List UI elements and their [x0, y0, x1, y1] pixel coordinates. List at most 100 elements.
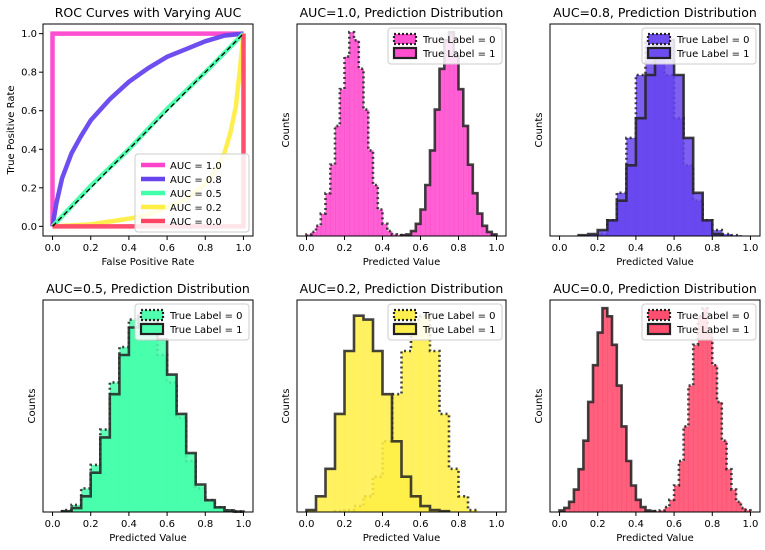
histogram-bar [373, 185, 379, 236]
histogram-bar [468, 510, 478, 512]
legend-swatch [392, 308, 418, 322]
x-tick-label: 0.4 [375, 243, 391, 254]
histogram-outline [558, 306, 657, 513]
legend-swatch [646, 46, 672, 60]
legend-entry: True Label = 1 [676, 325, 750, 336]
histogram-series [400, 30, 498, 237]
x-tick-label: 1.0 [236, 243, 252, 254]
x-tick-label: 0.0 [299, 243, 315, 254]
histogram-chart: 0.0 0.2 0.4 0.6 0.8 1.0 Predicted Value Counts A… [27, 281, 254, 544]
histogram-bar [726, 469, 732, 512]
histogram-bar [119, 354, 130, 512]
histogram-bar [468, 164, 474, 236]
histogram-bar [434, 109, 440, 236]
histogram-bar [569, 501, 575, 512]
histogram-bar [214, 507, 225, 512]
histogram-bar [664, 507, 670, 512]
histogram-bar [621, 426, 627, 512]
histogram-bar [109, 394, 120, 512]
legend-swatch [646, 322, 672, 336]
legend-entry: AUC = 0.5 [170, 189, 222, 200]
histogram-outline [305, 30, 403, 237]
histogram-bar [631, 485, 637, 512]
legend-swatch [139, 322, 165, 336]
x-tick-label: 0.0 [299, 519, 315, 530]
x-tick-label: 1.0 [489, 243, 505, 254]
histogram-bar [477, 213, 483, 236]
histogram-chart: 0.0 0.2 0.4 0.6 0.8 1.0 Predicted Value Counts A… [534, 281, 761, 544]
histogram-bar [354, 40, 360, 236]
histogram-bar [81, 496, 92, 512]
legend-swatch [646, 308, 672, 322]
histogram-bar [583, 440, 589, 512]
x-tick-label: 0.2 [337, 519, 353, 530]
histogram-bar [339, 89, 345, 236]
histogram-bar [616, 385, 622, 512]
histogram-bar [616, 200, 627, 236]
histogram-bar [363, 319, 374, 512]
legend-swatch [392, 46, 418, 60]
x-tick-label: 1.0 [743, 519, 759, 530]
histogram-bar [420, 506, 431, 512]
histogram-bar [90, 472, 101, 512]
histogram-bar [612, 344, 618, 512]
axes-frame [42, 299, 254, 513]
chart-title: AUC=0.2, Prediction Distribution [300, 281, 504, 296]
histogram-chart: 0.0 0.2 0.4 0.6 0.8 1.0 Predicted Value Counts A… [281, 5, 507, 268]
histogram-bar [401, 476, 412, 512]
x-tick-label: 0.2 [337, 243, 353, 254]
legend-entry: True Label = 1 [169, 325, 243, 336]
histogram-bar [415, 223, 421, 236]
x-axis-label: False Positive Rate [102, 257, 195, 268]
histogram-bar [411, 231, 417, 236]
x-tick-label: 0.6 [666, 519, 682, 530]
histogram-bar [186, 453, 197, 512]
x-tick-label: 1.0 [743, 243, 759, 254]
histogram-bar [316, 496, 326, 512]
histogram-bar [420, 315, 431, 512]
histogram-bar [731, 489, 737, 512]
histogram-bar [655, 43, 665, 236]
histogram-bar [167, 374, 178, 512]
y-tick-label: 0.2 [21, 183, 37, 194]
x-axis-label: Predicted Value [109, 533, 187, 544]
histogram-bar [463, 125, 469, 236]
histogram-series [653, 306, 752, 513]
histogram-bar [325, 468, 336, 512]
histogram-bar [573, 489, 580, 512]
histogram-bar [664, 39, 675, 236]
histogram-series [577, 38, 724, 237]
legend: True Label = 0 True Label = 1 [134, 303, 250, 341]
histogram-bar [363, 109, 369, 236]
y-tick-label: 1.0 [21, 29, 37, 40]
x-tick-label: 0.6 [413, 243, 429, 254]
histogram-outline [577, 38, 724, 237]
x-tick-label: 0.8 [704, 243, 720, 254]
histogram-bar [693, 344, 699, 512]
roc-curve-08 [50, 31, 244, 227]
histogram-bar [439, 413, 450, 512]
legend: True Label = 0 True Label = 1 [641, 27, 757, 65]
x-tick-label: 0.6 [159, 519, 175, 530]
histogram-series [305, 314, 451, 513]
histogram-bar [597, 332, 603, 512]
histogram-bar [626, 165, 637, 236]
histogram-bar [482, 225, 488, 236]
chart-title: AUC=0.0, Prediction Distribution [553, 281, 757, 296]
x-tick-label: 1.0 [236, 519, 252, 530]
histogram-bar [176, 413, 187, 512]
legend: True Label = 0 True Label = 1 [641, 303, 757, 341]
axes-frame [296, 299, 507, 513]
histogram-bar [487, 231, 493, 236]
histogram-bar [335, 125, 341, 236]
x-tick-label: 0.2 [83, 243, 99, 254]
x-tick-label: 0.2 [590, 519, 606, 530]
x-tick-label: 0.4 [121, 243, 137, 254]
histogram-series [60, 314, 245, 513]
histogram-bar [472, 193, 478, 236]
histogram-bar [702, 308, 708, 512]
legend-swatch [139, 308, 165, 322]
histogram-chart: 0.0 0.2 0.4 0.6 0.8 1.0 Predicted Value Counts A… [534, 5, 761, 268]
histogram-bar [449, 32, 455, 237]
chart-title: AUC=1.0, Prediction Distribution [300, 5, 504, 20]
